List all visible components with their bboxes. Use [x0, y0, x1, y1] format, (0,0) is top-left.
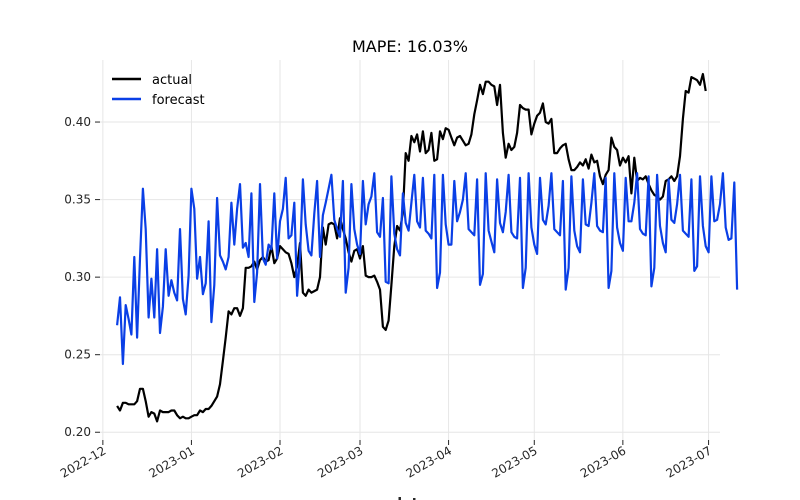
axes: 0.20 0.25 0.30 0.35 0.40 2022-12 2023-01 2023-0… [58, 115, 714, 481]
y-tick-label: 0.40 [64, 115, 91, 129]
series-line-actual [116, 72, 707, 423]
x-tick-label: 2022-12 [58, 443, 108, 480]
legend-label-actual: actual [152, 73, 192, 88]
x-tick-label: 2023-06 [578, 443, 628, 480]
x-tick-label: 2023-03 [315, 443, 365, 480]
chart-title: MAPE: 16.03% [352, 37, 468, 56]
grid [100, 60, 720, 440]
series-line-forecast [116, 172, 739, 366]
x-axis-label: date [392, 496, 428, 500]
x-tick-label: 2023-05 [489, 443, 539, 480]
y-tick-label: 0.20 [64, 425, 91, 439]
y-tick-label: 0.35 [64, 193, 91, 207]
x-tick-label: 2023-01 [147, 443, 197, 480]
x-tick-label: 2023-07 [664, 443, 714, 480]
y-tick-label: 0.30 [64, 270, 91, 284]
x-tick-label: 2023-02 [235, 443, 285, 480]
legend: actual forecast [112, 73, 205, 108]
y-tick-label: 0.25 [64, 348, 91, 362]
x-tick-label: 2023-04 [404, 443, 454, 480]
legend-label-forecast: forecast [152, 93, 205, 108]
series-layer [116, 72, 739, 423]
